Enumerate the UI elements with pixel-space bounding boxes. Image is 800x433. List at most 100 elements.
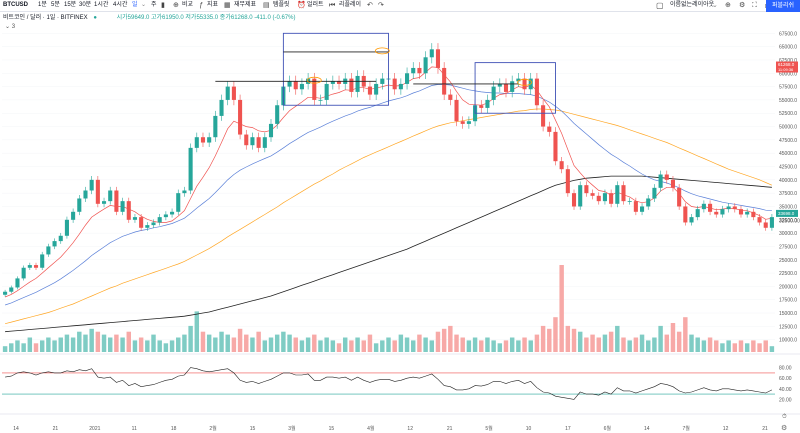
volume-bar [571,328,577,352]
volume-bar [336,343,342,352]
volume-bar [169,340,175,352]
fullscreen-icon[interactable]: ⛶ [752,2,757,9]
candle [541,105,546,127]
interval-4h[interactable]: 4시간 [113,2,128,8]
volume-bar [676,331,682,352]
candle [466,121,471,124]
templates-button[interactable]: 템플릿 [273,2,290,8]
replay-button[interactable]: 리플레이 [339,2,362,8]
candle [584,185,589,194]
candle [640,206,645,212]
volume-bar [738,340,744,352]
volume-bar [435,331,441,352]
candle [732,206,737,210]
indicators-fx-icon[interactable]: ƒ [199,2,203,9]
financials-button[interactable]: 재무제표 [234,2,257,8]
compare-plus-icon[interactable]: ⊕ [173,2,179,9]
indicators-button[interactable]: 지표 [207,2,219,8]
interval-1m[interactable]: 1분 [38,2,47,8]
volume-bar [559,265,564,352]
candle [745,211,750,215]
time-tick-label: 3월 [288,425,296,432]
volume-bar [701,340,707,352]
volume-bar [472,337,478,352]
chevron-down-icon[interactable]: ⌄ [712,2,718,9]
rsi-tick-label: 20.00 [779,397,792,403]
price-tick-label: 55000.0 [779,98,797,104]
last-price-badge [776,61,798,73]
time-tick-label: 10 [526,426,532,432]
grid-icon[interactable]: ▦ [224,2,231,9]
volume-bar [262,340,268,352]
rsi-tick-label: 60.00 [779,376,792,382]
price-tick-label: 12500.0 [779,324,797,330]
symbol-search[interactable]: BTCUSD [3,2,28,8]
layout-name[interactable]: 이름없는레이아웃 [670,2,715,8]
chevron-down-icon[interactable]: ⌄ [141,2,147,8]
volume-bar [324,337,329,352]
replay-icon[interactable]: ⏮ [329,2,336,9]
candle [238,99,243,135]
candle [627,201,632,202]
candle [312,78,317,100]
volume-bar [281,331,286,352]
time-tick-label: 15 [250,426,256,432]
interval-1d[interactable]: 일 [132,2,138,8]
candle [349,78,354,92]
last-price-time: 11:09:36 [778,67,794,72]
volume-bar [151,334,156,352]
time-tick-label: 17 [565,426,571,432]
undo-icon[interactable]: ↶ [367,2,373,9]
candle-style-icon[interactable]: ▮ [161,2,165,9]
volume-bar [509,337,515,352]
alarm-clock-icon[interactable]: ⏰ [297,2,306,9]
price-tick-label: 62500.0 [779,58,797,64]
volume-bar [89,328,94,352]
compare-button[interactable]: 비교 [182,2,194,8]
volume-bar [176,337,181,352]
volume-bar [411,340,416,352]
publish-button[interactable]: 퍼블리쉬 [766,0,800,12]
volume-bar [194,311,200,352]
candle [751,211,756,218]
settings-gear-icon[interactable]: ⚙ [739,2,746,9]
candle [695,209,700,218]
layout-square-icon[interactable]: ▢ [656,1,664,10]
price-tick-label: 27500.0 [779,244,797,250]
candle [83,190,88,199]
volume-bar [683,317,688,352]
candle [46,246,51,255]
interval-30m[interactable]: 30분 [79,2,92,8]
price-tick-label: 45000.0 [779,151,797,157]
candle [256,137,261,148]
alert-button[interactable]: 얼러트 [307,2,324,8]
add-icon[interactable]: ⊕ [725,2,731,9]
volume-bar [744,343,750,352]
candle [182,190,187,194]
template-icon[interactable]: ▤ [263,2,270,9]
interval-1h[interactable]: 1시간 [94,2,109,8]
price-tick-label: 15000.0 [779,311,797,317]
candle [503,83,509,92]
candle [213,115,218,138]
candle [701,203,706,210]
volume-bar [491,340,496,352]
candle [126,201,131,220]
candle [590,193,595,196]
candle [522,78,527,90]
time-tick-label: 2021 [89,426,100,432]
volume-bar [466,340,472,352]
volume-bar [27,337,33,352]
volume-bar [21,343,26,352]
volume-bar [312,334,317,352]
volume-bar [237,328,243,352]
interval-15m[interactable]: 15분 [64,2,77,8]
interval-week[interactable]: 주 [151,2,157,8]
time-tick-label: 5월 [485,425,493,432]
redo-icon[interactable]: ↷ [378,2,384,9]
interval-5m[interactable]: 5분 [51,2,60,8]
volume-bar [244,334,249,352]
indicator-expand-toggle[interactable]: ⌄ 3 [5,23,15,30]
price-tick-label: 57500.0 [779,85,797,91]
